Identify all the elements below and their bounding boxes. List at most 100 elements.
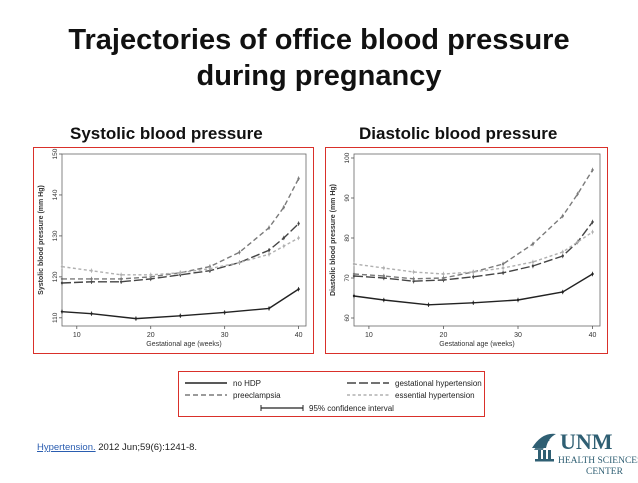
data-point (591, 272, 594, 276)
legend-graphic: no HDP gestational hypertension preeclamps… (185, 379, 482, 413)
series-line (62, 178, 300, 280)
y-tick-label: 120 (52, 271, 59, 282)
series-line (353, 231, 593, 275)
data-point (297, 287, 300, 291)
data-point (60, 310, 64, 313)
y-tick-label: 80 (344, 234, 351, 242)
legend-label: gestational hypertension (395, 379, 482, 388)
data-point (179, 271, 182, 274)
data-point (501, 266, 505, 270)
y-tick-label: 130 (52, 230, 59, 241)
slide-title: Trajectories of office blood pressure du… (0, 22, 638, 94)
data-point (119, 273, 123, 277)
data-point (561, 290, 564, 294)
data-point (267, 307, 271, 310)
data-point (90, 277, 93, 281)
x-axis-label: Gestational age (weeks) (146, 341, 221, 348)
data-point (149, 273, 152, 277)
data-point (591, 168, 594, 172)
data-point (576, 192, 579, 196)
logo-name: UNM (560, 429, 613, 454)
plot-frame (61, 153, 307, 327)
logo-line-2: HEALTH SCIENCES (558, 456, 638, 466)
data-point (282, 236, 286, 240)
title-line-2: during pregnancy (196, 60, 442, 92)
data-point (412, 280, 415, 283)
x-tick-label: 10 (73, 332, 81, 339)
plot-frame (353, 153, 601, 327)
data-point (412, 270, 415, 274)
data-point (267, 226, 271, 229)
title-line-1: Trajectories of office blood pressure (68, 24, 570, 56)
data-point (382, 298, 386, 302)
data-point (516, 298, 520, 302)
data-point (382, 274, 386, 278)
data-point (208, 267, 212, 270)
systolic-heading: Systolic blood pressure (70, 124, 263, 143)
data-point (267, 249, 271, 252)
logo-line-3: CENTER (586, 467, 624, 477)
data-point (352, 272, 356, 276)
data-point (427, 303, 430, 306)
data-point (442, 272, 445, 276)
data-point (531, 242, 535, 246)
x-tick-label: 40 (589, 332, 597, 339)
data-point (60, 265, 64, 268)
x-tick-label: 30 (514, 332, 522, 339)
x-tick-label: 40 (295, 332, 303, 339)
x-tick-label: 20 (440, 332, 448, 339)
y-tick-label: 90 (344, 194, 351, 202)
diastolic-heading: Diastolic blood pressure (359, 124, 558, 143)
citation: Hypertension. 2012 Jun;59(6):1241-8. (37, 442, 197, 453)
citation-details: 2012 Jun;59(6):1241-8. (95, 442, 198, 453)
data-point (591, 220, 594, 224)
legend-label: no HDP (233, 379, 261, 388)
data-point (90, 269, 93, 272)
y-tick-label: 110 (52, 312, 59, 323)
data-point (238, 261, 241, 264)
systolic-panel: 110 120 130 140 150 10 20 30 40 Gestational age (… (33, 147, 314, 354)
data-point (561, 214, 564, 218)
data-point (591, 230, 594, 234)
data-point (472, 301, 475, 304)
y-tick-label: 140 (52, 189, 59, 200)
data-point (60, 281, 64, 285)
data-point (238, 251, 241, 254)
series-line (353, 169, 594, 280)
data-point (90, 312, 93, 315)
x-tick-label: 20 (147, 332, 155, 339)
data-point (561, 250, 564, 254)
data-point (119, 277, 123, 281)
legend-label: essential hypertension (395, 391, 475, 400)
data-point (179, 314, 182, 317)
data-point (576, 240, 579, 244)
series-line (61, 237, 299, 276)
x-axis-label: Gestational age (weeks) (439, 341, 514, 348)
y-axis-label: Diastolic blood pressure (mm Hg) (330, 184, 337, 296)
data-point (90, 280, 93, 283)
data-point (472, 275, 475, 278)
y-tick-label: 60 (344, 314, 351, 322)
data-point (382, 266, 386, 270)
data-point (134, 317, 138, 320)
unm-hsc-logo: UNM HEALTH SCIENCES CENTER (528, 426, 638, 478)
data-point (297, 222, 300, 225)
data-point (442, 276, 445, 280)
data-point (282, 206, 286, 209)
x-tick-label: 10 (365, 332, 373, 339)
x-tick-label: 30 (221, 332, 229, 339)
data-point (531, 264, 535, 268)
data-point (412, 277, 415, 280)
data-point (472, 270, 475, 274)
data-point (282, 244, 286, 248)
series-line (61, 223, 300, 284)
systolic-chart: 110 120 130 140 150 10 20 30 40 Gestational age (… (38, 148, 307, 348)
journal-link[interactable]: Hypertension. (37, 442, 96, 453)
unm-logo-graphic: UNM HEALTH SCIENCES CENTER (532, 429, 638, 477)
data-point (297, 236, 300, 240)
data-point (501, 262, 505, 266)
data-point (501, 271, 505, 274)
y-tick-label: 70 (344, 274, 351, 282)
y-axis-label: Systolic blood pressure (mm Hg) (38, 185, 45, 295)
chart-legend: no HDP gestational hypertension preeclamps… (178, 371, 485, 417)
